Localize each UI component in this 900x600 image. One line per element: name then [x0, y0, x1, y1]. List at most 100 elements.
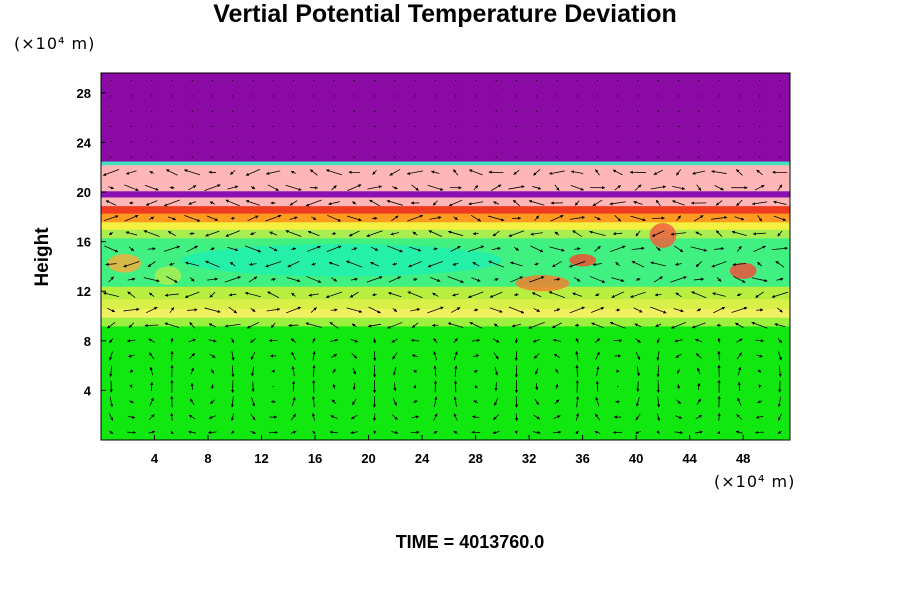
wind-vector — [694, 215, 704, 222]
band-0 — [101, 325, 790, 440]
wind-vector — [148, 414, 155, 420]
wind-vector — [191, 125, 193, 128]
wind-vector — [252, 80, 254, 82]
wind-vector — [433, 338, 438, 344]
wind-vector — [611, 277, 625, 282]
wind-vector — [312, 337, 316, 344]
wind-vector — [170, 337, 174, 344]
wind-vector — [151, 141, 153, 143]
wind-vector — [373, 110, 376, 112]
wind-vector — [617, 385, 619, 388]
wind-vector — [110, 110, 112, 112]
wind-vector — [250, 338, 256, 343]
wind-vector — [391, 215, 399, 222]
wind-vector — [556, 95, 558, 97]
wind-vector — [779, 110, 781, 112]
wind-vector — [690, 246, 708, 252]
wind-vector — [110, 141, 112, 143]
wind-vector — [492, 230, 500, 237]
wind-vector — [773, 215, 787, 221]
wind-vector — [229, 169, 236, 175]
wind-vector — [453, 351, 458, 361]
wind-vector — [287, 261, 300, 268]
wind-vector — [774, 323, 786, 328]
wind-vector — [575, 364, 579, 378]
wind-vector — [657, 125, 659, 128]
wind-vector — [734, 322, 744, 328]
wind-vector — [738, 110, 740, 112]
y-axis-unit: (×10⁴ m) — [14, 34, 96, 53]
wind-vector — [777, 184, 783, 191]
wind-vector — [433, 430, 438, 435]
wind-vector — [650, 306, 667, 314]
wind-vector — [350, 430, 359, 435]
wind-vector — [272, 156, 274, 158]
wind-vector — [447, 230, 464, 237]
wind-vector — [251, 366, 255, 377]
wind-vector — [508, 230, 525, 237]
wind-vector — [225, 230, 240, 237]
wind-vector — [468, 201, 484, 206]
wind-vector — [411, 184, 419, 191]
wind-vector — [676, 169, 682, 176]
wind-vector — [434, 110, 436, 112]
wind-vector — [589, 276, 606, 283]
wind-vector — [128, 354, 135, 358]
wind-vector — [471, 338, 481, 343]
wind-vector — [292, 80, 295, 82]
wind-vector — [737, 366, 742, 376]
wind-vector — [129, 384, 133, 388]
wind-vector — [186, 245, 198, 253]
wind-vector — [757, 215, 762, 222]
wind-vector — [228, 293, 237, 297]
wind-vector — [392, 352, 398, 360]
band-9 — [101, 205, 790, 214]
wind-vector — [333, 80, 335, 82]
wind-vector — [609, 321, 626, 329]
wind-vector — [515, 95, 518, 97]
band-12 — [101, 164, 790, 192]
wind-vector — [570, 184, 584, 191]
wind-vector — [677, 156, 680, 158]
wind-vector — [717, 350, 721, 361]
wind-vector — [536, 80, 538, 82]
wind-vector — [489, 307, 503, 313]
wind-vector — [493, 278, 499, 282]
wind-vector — [123, 307, 140, 312]
wind-vector — [434, 141, 436, 143]
wind-vector — [533, 414, 541, 420]
wind-vector — [292, 125, 295, 128]
wind-vector — [285, 230, 302, 237]
wind-vector — [535, 383, 539, 391]
wind-vector — [329, 322, 339, 329]
wind-vector — [434, 125, 436, 128]
wind-vector — [432, 200, 438, 206]
wind-vector — [392, 366, 397, 376]
wind-vector — [170, 350, 174, 361]
wind-vector — [596, 365, 600, 377]
wind-vector — [736, 245, 742, 252]
wind-vector — [188, 201, 196, 205]
wind-vector — [677, 95, 680, 97]
wind-vector — [454, 365, 458, 377]
wind-vector — [576, 80, 578, 82]
wind-vector — [738, 80, 740, 82]
wind-vector — [211, 110, 214, 112]
wind-vector — [737, 397, 742, 406]
wind-vector — [697, 382, 701, 390]
wind-vector — [759, 95, 761, 97]
wind-vector — [759, 110, 761, 112]
wind-vector — [252, 141, 254, 143]
wind-vector — [552, 338, 561, 342]
wind-vector — [414, 110, 416, 112]
wind-vector — [713, 306, 726, 314]
wind-vector — [211, 156, 214, 158]
band-7 — [101, 221, 790, 230]
wind-vector — [231, 365, 235, 378]
wind-vector — [736, 338, 743, 343]
wind-vector — [211, 141, 214, 143]
wind-vector — [107, 322, 116, 329]
x-tick-label: 8 — [204, 451, 211, 466]
wind-vector — [691, 322, 706, 329]
